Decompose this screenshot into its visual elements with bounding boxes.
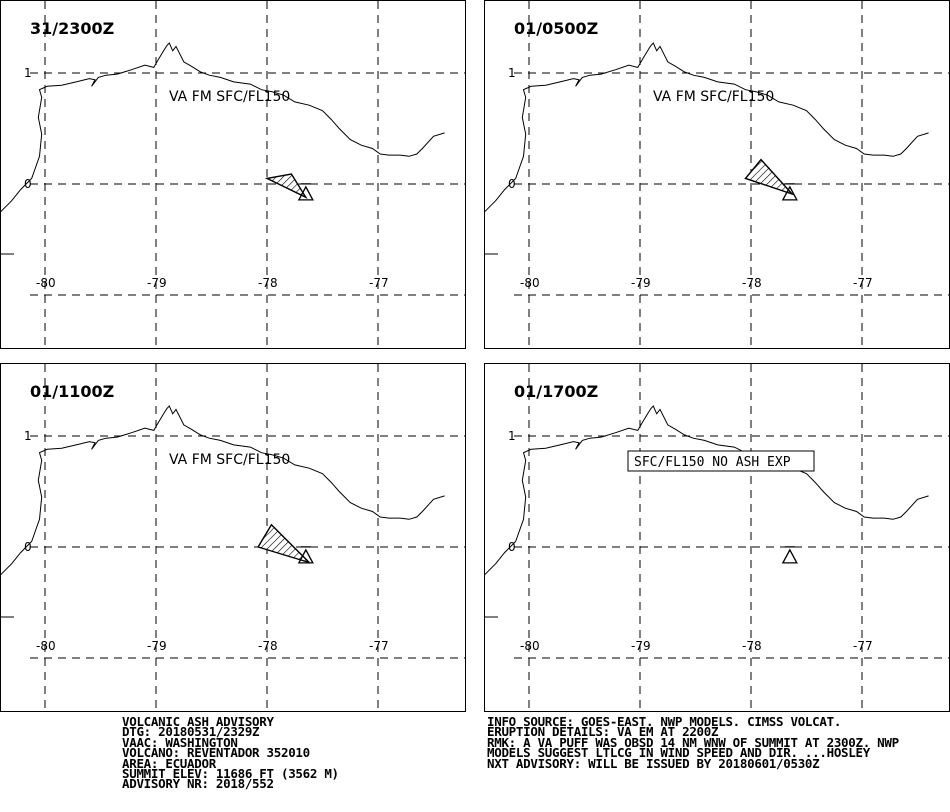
- panel-frame: [1, 1, 466, 349]
- latitude-tick-label: 0: [508, 177, 516, 191]
- longitude-tick-label: -79: [147, 276, 167, 290]
- advisory-line: NXT ADVISORY: WILL BE ISSUED BY 20180601…: [487, 759, 899, 769]
- advisory-right-text: INFO SOURCE: GOES-EAST. NWP MODELS. CIMS…: [487, 717, 899, 769]
- longitude-tick-label: -77: [369, 276, 389, 290]
- longitude-tick-label: -79: [147, 639, 167, 653]
- panel-frame: [1, 364, 466, 712]
- panel-frame: [485, 1, 950, 349]
- longitude-tick-label: -78: [742, 639, 762, 653]
- longitude-tick-label: -77: [369, 639, 389, 653]
- panel-note: SFC/FL150 NO ASH EXP: [634, 455, 791, 470]
- panel-time-label: 01/1100Z: [30, 382, 114, 401]
- longitude-tick-label: -79: [631, 276, 651, 290]
- latitude-tick-label: 1: [24, 429, 32, 443]
- longitude-tick-label: -78: [258, 639, 278, 653]
- advisory-left-text: VOLCANIC ASH ADVISORY DTG: 20180531/2329Z…: [122, 717, 339, 790]
- longitude-tick-label: -80: [520, 276, 540, 290]
- panel-time-label: 01/1700Z: [514, 382, 598, 401]
- latitude-tick-label: 1: [24, 66, 32, 80]
- latitude-tick-label: 0: [24, 177, 32, 191]
- longitude-tick-label: -78: [258, 276, 278, 290]
- panel-time-label: 01/0500Z: [514, 19, 598, 38]
- panel-note: VA FM SFC/FL150: [169, 89, 290, 105]
- longitude-tick-label: -78: [742, 276, 762, 290]
- latitude-tick-label: 0: [24, 540, 32, 554]
- longitude-tick-label: -79: [631, 639, 651, 653]
- longitude-tick-label: -77: [853, 276, 873, 290]
- map-panel: 1 0 -80 -79 -78 -77 01/1700Z SFC/FL150 NO ASH E…: [484, 364, 950, 712]
- longitude-tick-label: -80: [36, 639, 56, 653]
- longitude-tick-label: -80: [520, 639, 540, 653]
- latitude-tick-label: 1: [508, 66, 516, 80]
- map-panel: 1 0 -80 -79 -78 -77 01/1100Z VA FM SFC/FL150: [0, 364, 466, 712]
- map-panel: 1 0 -80 -79 -78 -77 01/0500Z VA FM SFC/FL150: [484, 1, 950, 349]
- panel-note: VA FM SFC/FL150: [169, 452, 290, 468]
- longitude-tick-label: -80: [36, 276, 56, 290]
- panel-frame: [485, 364, 950, 712]
- panel-time-label: 31/2300Z: [30, 19, 114, 38]
- map-panel: 1 0 -80 -79 -78 -77 31/2300Z VA FM SFC/FL150: [0, 1, 466, 349]
- latitude-tick-label: 0: [508, 540, 516, 554]
- latitude-tick-label: 1: [508, 429, 516, 443]
- panel-note: VA FM SFC/FL150: [653, 89, 774, 105]
- longitude-tick-label: -77: [853, 639, 873, 653]
